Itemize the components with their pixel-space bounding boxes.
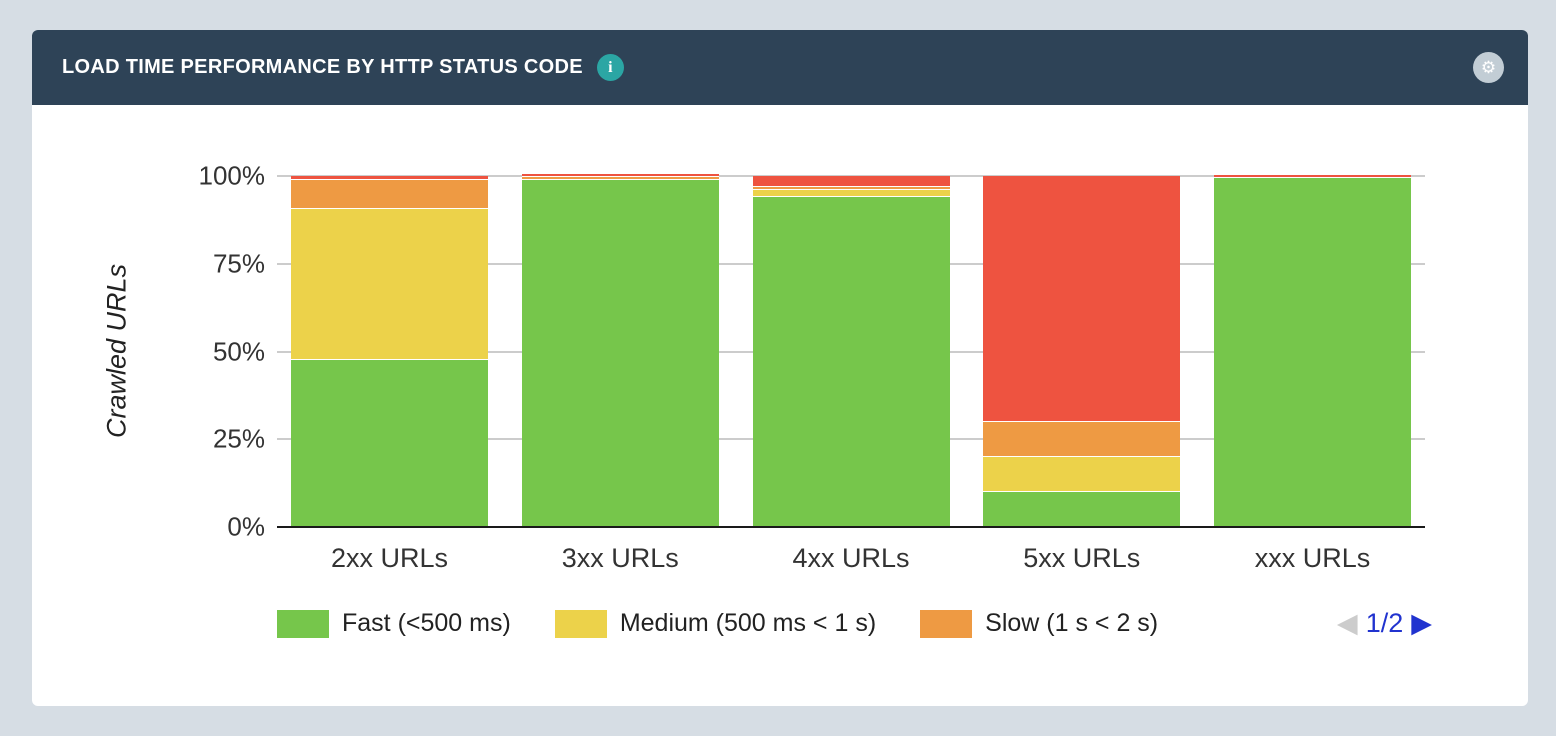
info-icon[interactable]: i [596,54,624,81]
y-tick-0: 0% [227,511,265,542]
gridline-100 [277,175,1425,177]
legend-label: Medium (500 ms < 1 s) [619,609,877,637]
bar-4xx-urls [752,176,950,527]
widget-header-left: LOAD TIME PERFORMANCE BY HTTP STATUS COD… [62,54,624,81]
bar-2xx-urls [291,176,488,527]
x-label-5xx-urls: 5xx URLs [1023,543,1141,573]
legend: Fast (<500 ms) Medium (500 ms < 1 s) Slow … [277,609,1158,638]
bar-segment-fast-500-ms[interactable] [291,360,488,527]
x-axis-labels: 2xx URLs 3xx URLs 4xx URLs 5xx URLs xxx URLs [277,543,1425,574]
bar-segment-fast-500-ms[interactable] [983,491,1181,527]
legend-pagination: ◀ 1/2 ▶ [1337,608,1432,639]
x-label-xxx-urls: xxx URLs [1254,543,1371,573]
settings-button[interactable]: ⚙ [1473,52,1504,83]
bar-segment-slow-1-s-2-s[interactable] [752,186,950,191]
y-tick-75: 75% [212,248,265,279]
bar-segment-medium-500-ms-1-s[interactable] [983,456,1181,492]
bar-segment-medium-500-ms-1-s[interactable] [291,209,488,361]
x-label-4xx-urls: 4xx URLs [792,543,910,573]
widget-header: LOAD TIME PERFORMANCE BY HTTP STATUS COD… [32,30,1528,105]
gear-icon: ⚙ [1480,58,1497,77]
bar-segment-fast-500-ms[interactable] [752,197,950,527]
y-axis-ticks: 0% 25% 50% 75% 100% [32,161,266,542]
legend-swatch-icon [920,609,973,638]
y-tick-50: 50% [212,336,265,366]
bar-segment-series-4[interactable] [1214,174,1411,178]
bar-5xx-urls [983,176,1181,527]
pagination-label: 1/2 [1365,608,1404,638]
bar-segment-slow-1-s-2-s[interactable] [291,179,488,210]
legend-item-medium-500-ms-1-s[interactable]: Medium (500 ms < 1 s) [554,609,877,638]
legend-item-fast-500-ms[interactable]: Fast (<500 ms) [277,609,511,638]
bar-segment-medium-500-ms-1-s[interactable] [752,190,950,198]
bar-segment-slow-1-s-2-s[interactable] [983,421,1181,457]
x-label-2xx-urls: 2xx URLs [330,543,449,573]
pagination-next-icon[interactable]: ▶ [1411,608,1432,638]
plot-area [277,173,1425,528]
bar-segment-fast-500-ms[interactable] [1214,177,1411,527]
bar-segment-series-4[interactable] [752,176,950,187]
legend-swatch-icon [554,609,607,638]
x-label-3xx-urls: 3xx URLs [561,543,679,573]
bar-segment-slow-1-s-2-s[interactable] [521,176,719,180]
bar-segment-series-4[interactable] [291,176,488,180]
widget-card: LOAD TIME PERFORMANCE BY HTTP STATUS COD… [32,30,1528,706]
legend-swatch-icon [277,609,329,638]
bars-group [277,173,1425,527]
bar-xxx-urls [1214,174,1411,527]
y-tick-25: 25% [212,423,265,454]
y-tick-100: 100% [198,160,266,191]
legend-label: Slow (1 s < 2 s) [985,609,1159,637]
bar-segment-series-4[interactable] [983,176,1181,422]
widget-title: LOAD TIME PERFORMANCE BY HTTP STATUS COD… [62,56,583,78]
bar-segment-fast-500-ms[interactable] [521,179,719,527]
bar-3xx-urls [521,173,719,527]
bar-segment-series-4[interactable] [521,173,719,177]
chart-area: Crawled URLs 0% 25% 50% 75% 100% 2xx URLs 3xx… [32,105,1528,706]
legend-label: Fast (<500 ms) [342,609,511,637]
x-axis-line [277,526,1425,528]
pagination-prev-icon[interactable]: ◀ [1336,608,1358,638]
legend-item-slow-1-s-2-s[interactable]: Slow (1 s < 2 s) [920,609,1158,638]
legend-row: Fast (<500 ms) Medium (500 ms < 1 s) Slow … [277,608,1432,639]
